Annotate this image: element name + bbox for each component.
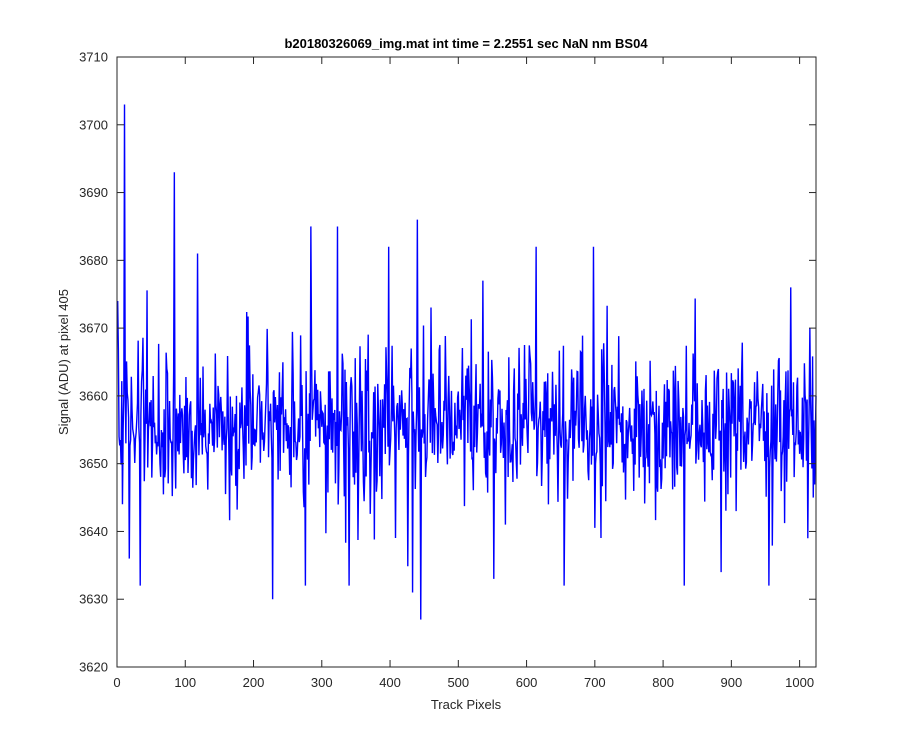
x-tick-label: 0 <box>113 675 120 690</box>
y-tick-label: 3700 <box>79 117 108 132</box>
y-tick-label: 3680 <box>79 253 108 268</box>
x-axis-label: Track Pixels <box>431 697 502 712</box>
chart-title: b20180326069_img.mat int time = 2.2551 s… <box>284 36 648 51</box>
x-tick-label: 800 <box>652 675 674 690</box>
x-tick-label: 100 <box>174 675 196 690</box>
x-tick-label: 200 <box>243 675 265 690</box>
x-tick-label: 300 <box>311 675 333 690</box>
y-tick-label: 3620 <box>79 660 108 675</box>
x-tick-label: 1000 <box>785 675 814 690</box>
y-axis: 3620 3630 3640 3650 3660 3670 3680 3690 3700 3710 <box>79 50 816 675</box>
series-layer <box>116 104 817 620</box>
y-tick-label: 3710 <box>79 50 108 65</box>
x-tick-label: 700 <box>584 675 606 690</box>
x-axis: 0 100 200 300 400 500 600 700 800 900 1000 <box>113 57 814 690</box>
axes-box <box>116 56 817 668</box>
y-tick-label: 3650 <box>79 456 108 471</box>
y-tick-label: 3660 <box>79 388 108 403</box>
signal-series-line <box>116 104 817 620</box>
y-tick-label: 3670 <box>79 321 108 336</box>
x-tick-label: 900 <box>721 675 743 690</box>
x-tick-label: 400 <box>379 675 401 690</box>
plot-background <box>117 57 816 667</box>
y-tick-label: 3640 <box>79 524 108 539</box>
y-tick-label: 3690 <box>79 185 108 200</box>
y-axis-label: Signal (ADU) at pixel 405 <box>56 289 71 435</box>
y-tick-label: 3630 <box>79 592 108 607</box>
x-tick-label: 600 <box>516 675 538 690</box>
x-tick-label: 500 <box>447 675 469 690</box>
